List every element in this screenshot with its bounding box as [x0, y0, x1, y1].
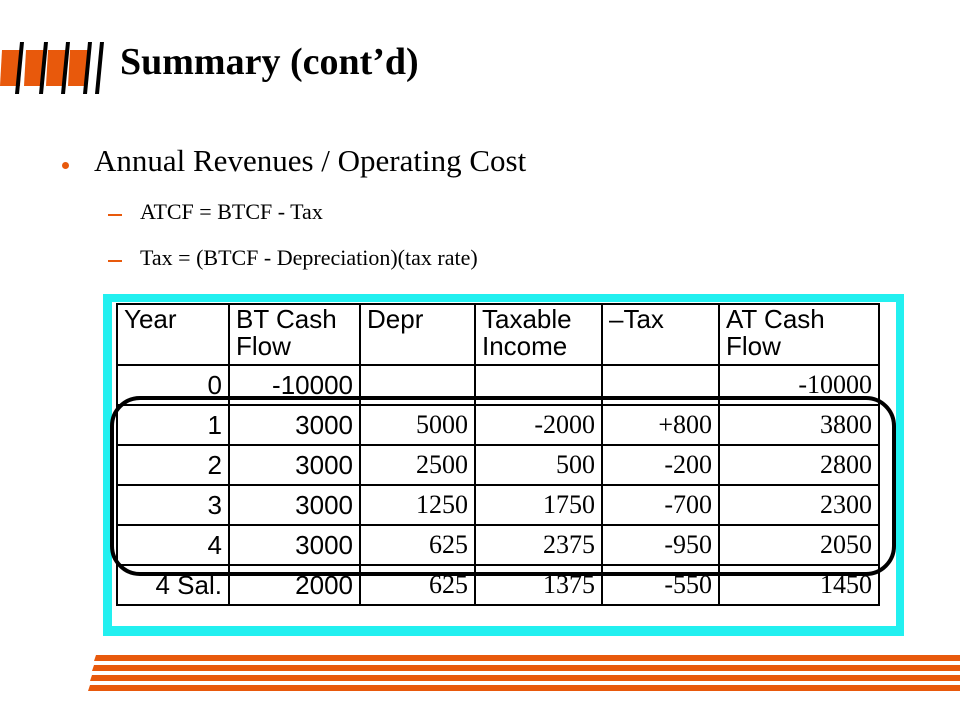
cell-tax: -200	[601, 444, 720, 486]
table-row: 4 Sal. 2000 625 1375 -550 1450	[116, 564, 880, 606]
dash-icon	[108, 214, 122, 216]
cell-at-cash-flow: 1450	[718, 564, 880, 606]
header-taxable-income: Taxable Income	[474, 303, 603, 366]
table-row: 4 3000 625 2375 -950 2050	[116, 524, 880, 566]
dash-icon	[108, 260, 122, 262]
table-row: 3 3000 1250 1750 -700 2300	[116, 484, 880, 526]
cell-taxable-income: 1375	[474, 564, 603, 606]
bullet-text: Annual Revenues / Operating Cost	[94, 143, 527, 178]
cell-at-cash-flow: 2300	[718, 484, 880, 526]
cell-taxable-income: 500	[474, 444, 603, 486]
cell-bt-cash-flow: 3000	[228, 524, 361, 566]
cell-taxable-income: -2000	[474, 404, 603, 446]
cell-bt-cash-flow: 3000	[228, 444, 361, 486]
cash-flow-table: Year BT Cash Flow Depr Taxable Income –Tax…	[116, 303, 880, 606]
cell-bt-cash-flow: 3000	[228, 404, 361, 446]
logo-stripes-icon	[0, 42, 104, 94]
cell-depr: 625	[359, 524, 476, 566]
slide-title: Summary (cont’d)	[120, 41, 419, 83]
cell-year: 2	[116, 444, 230, 486]
header-bt-cash-flow: BT Cash Flow	[228, 303, 361, 366]
cell-taxable-income: 1750	[474, 484, 603, 526]
header-year: Year	[116, 303, 230, 366]
cell-at-cash-flow: 2800	[718, 444, 880, 486]
cell-tax: -700	[601, 484, 720, 526]
header-depr: Depr	[359, 303, 476, 366]
cell-year: 3	[116, 484, 230, 526]
highlight-outline	[110, 396, 896, 576]
sub-bullet-tax: Tax = (BTCF - Depreciation)(tax rate)	[140, 245, 478, 270]
sub-bullet-atcf: ATCF = BTCF - Tax	[140, 199, 323, 224]
header-tax: –Tax	[601, 303, 720, 366]
cell-depr: 1250	[359, 484, 476, 526]
table-header-row: Year BT Cash Flow Depr Taxable Income –Tax…	[116, 303, 880, 366]
cell-bt-cash-flow: 3000	[228, 484, 361, 526]
table-row: 2 3000 2500 500 -200 2800	[116, 444, 880, 486]
cell-taxable-income: 2375	[474, 524, 603, 566]
cell-at-cash-flow: 3800	[718, 404, 880, 446]
table-row: 1 3000 5000 -2000 +800 3800	[116, 404, 880, 446]
cell-tax: -950	[601, 524, 720, 566]
cell-at-cash-flow: 2050	[718, 524, 880, 566]
cell-depr: 5000	[359, 404, 476, 446]
cell-depr: 2500	[359, 444, 476, 486]
cell-tax: +800	[601, 404, 720, 446]
header-at-cash-flow: AT Cash Flow	[718, 303, 880, 366]
cell-tax: -550	[601, 564, 720, 606]
bullet-icon	[62, 162, 69, 169]
footer-stripes	[88, 655, 960, 691]
